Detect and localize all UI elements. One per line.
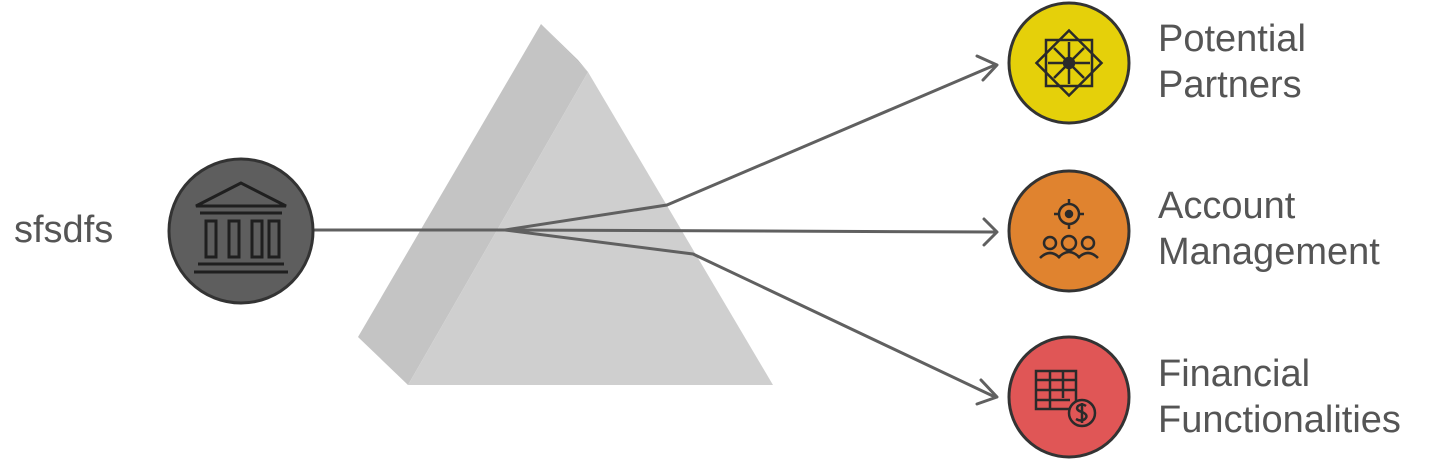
output-node-potential-partners [1007,1,1131,125]
arrowhead-financial-functionalities [975,378,999,406]
arrow-to-potential-partners [503,63,997,232]
arrow-to-account-management [503,228,997,234]
label-line-1: Financial [1158,353,1311,395]
prism-side-face [358,24,588,385]
label-line-1: Potential [1158,18,1306,60]
arrowhead-potential-partners [975,54,999,82]
label-line-2: Partners [1158,64,1302,106]
output-label-potential-partners: Potential Partners [1158,16,1306,108]
label-line-2: Management [1158,231,1380,273]
output-label-financial-functionalities: Financial Functionalities [1158,351,1401,443]
output-label-account-management: Account Management [1158,183,1380,275]
arrowhead-account-management [982,217,999,247]
arrows [313,54,999,406]
label-line-2: Functionalities [1158,399,1401,441]
output-circle [1007,169,1131,293]
output-circle [1007,335,1131,459]
source-label: sfsdfs [14,209,114,251]
source-node [167,157,315,305]
prism [358,24,773,385]
label-line-1: Account [1158,185,1296,227]
gear-people-icon [1039,199,1099,259]
output-node-financial-functionalities [1007,335,1131,459]
output-node-account-management [1007,169,1131,293]
source-circle [167,157,315,305]
prism-top-edge [541,24,588,72]
bank-building-icon [194,181,288,274]
arrow-to-financial-functionalities [503,228,997,399]
network-nodes-icon [1034,28,1104,98]
prism-front-face [408,72,773,385]
spreadsheet-dollar-icon [1034,369,1097,428]
